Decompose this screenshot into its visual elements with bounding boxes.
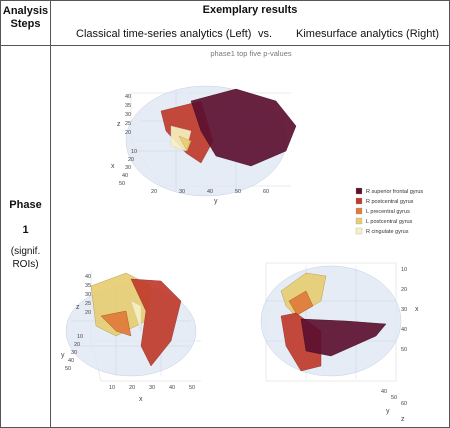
axis-label: 30	[149, 385, 155, 391]
figure: phase1 top five p-values 40 35 30 25 20 z 10 2…	[61, 49, 423, 423]
axis-label: 60	[401, 401, 407, 407]
axis-label: 20	[129, 385, 135, 391]
axis-label: 20	[74, 342, 80, 348]
results-header: Exemplary results	[202, 4, 298, 16]
steps-header: Analysis Steps	[2, 5, 49, 30]
axis-label: 20	[151, 189, 157, 195]
axis-label: 30	[125, 112, 131, 118]
axis-label: y	[61, 352, 65, 359]
legend-label: R cingulate gyrus	[366, 229, 409, 235]
column-divider	[50, 1, 51, 427]
phase-note: ROIs)	[12, 259, 39, 270]
axis-label: 30	[401, 307, 407, 313]
axis-label: y	[214, 198, 218, 205]
view-right: 10 20 30 40 50 x 40 50 60 y z	[260, 262, 419, 423]
legend-swatch	[355, 187, 363, 195]
legend: R superior frontal gyrus R postcentral gy…	[355, 187, 423, 235]
axis-label: 50	[235, 189, 241, 195]
legend-swatch	[355, 227, 363, 235]
left-label: Classical time-series analytics (Left)	[76, 28, 252, 40]
axis-label: x	[139, 396, 143, 403]
axis-label: 50	[189, 385, 195, 391]
axis-label: 20	[85, 310, 91, 316]
axis-label: z	[117, 121, 121, 128]
brain-region	[300, 318, 387, 357]
axis-label: 50	[119, 181, 125, 187]
axis-label: y	[386, 408, 390, 415]
axis-label: 40	[125, 94, 131, 100]
brain-region	[190, 88, 297, 167]
right-label: Kimesurface analytics (Right)	[296, 28, 440, 40]
axis-label: 40	[68, 358, 74, 364]
axis-label: 40	[122, 173, 128, 179]
legend-swatch	[355, 217, 363, 225]
legend-swatch	[355, 207, 363, 215]
axis-label: 40	[169, 385, 175, 391]
axis-label: 10	[109, 385, 115, 391]
axis-label: 35	[85, 283, 91, 289]
axis-label: 25	[85, 301, 91, 307]
view-top: 40 35 30 25 20 z 10 20 30 40 50 x 20 30 40 50 60 y	[111, 85, 297, 205]
view-left: 40 35 30 25 20 z 10 20 30 40 50 y 10 20 30 40 50 x	[61, 271, 201, 403]
axis-label: 10	[401, 267, 407, 273]
axis-label: 30	[179, 189, 185, 195]
axis-label: 30	[85, 292, 91, 298]
axis-label: 50	[65, 366, 71, 372]
axis-label: x	[415, 306, 419, 313]
row-divider	[1, 45, 449, 46]
axis-label: 50	[401, 347, 407, 353]
axis-label: 60	[263, 189, 269, 195]
legend-label: L postcentral gyrus	[366, 219, 413, 225]
axis-label: 20	[125, 130, 131, 136]
axis-label: z	[76, 304, 80, 311]
phase-label: Phase	[9, 199, 42, 211]
brain-region	[178, 135, 192, 152]
legend-swatch	[355, 197, 363, 205]
brain-region	[288, 290, 314, 316]
phase-note: (signif.	[10, 246, 41, 257]
brain-region	[130, 300, 142, 332]
axis-label: 25	[125, 121, 131, 127]
brain-region	[100, 310, 132, 337]
axis-label: 10	[77, 334, 83, 340]
axis-label: 40	[401, 327, 407, 333]
axis-label: 35	[125, 103, 131, 109]
axis-label: 30	[71, 350, 77, 356]
brain-region	[130, 278, 182, 367]
axis-label: z	[401, 416, 405, 423]
axis-label: x	[111, 163, 115, 170]
axis-label: 20	[401, 287, 407, 293]
figure-title: phase1 top five p-values	[210, 49, 292, 58]
vs-label: vs.	[258, 28, 273, 40]
axis-label: 50	[391, 395, 397, 401]
axis-label: 40	[85, 274, 91, 280]
axis-label: 10	[131, 149, 137, 155]
legend-label: R postcentral gyrus	[366, 199, 414, 205]
phase-number: 1	[22, 224, 29, 236]
legend-label: L precentral gyrus	[366, 209, 410, 215]
axis-label: 30	[125, 165, 131, 171]
axis-label: 20	[128, 157, 134, 163]
axis-label: 40	[381, 389, 387, 395]
axis-label: 40	[207, 189, 213, 195]
legend-label: R superior frontal gyrus	[366, 189, 423, 195]
